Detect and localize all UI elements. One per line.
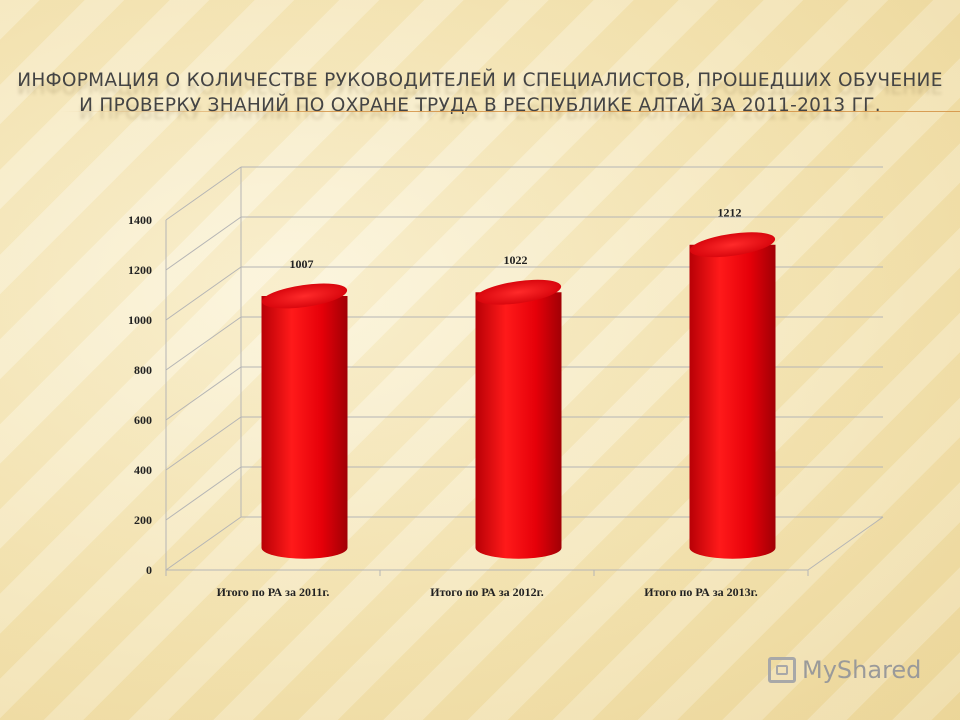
data-label: 1007: [290, 257, 314, 271]
y-tick-label: 1000: [128, 313, 152, 327]
bar-top: [475, 279, 562, 305]
x-tick-label: Итого по РА за 2012г.: [430, 585, 544, 599]
y-tick-label: 1200: [128, 263, 152, 277]
data-label: 1212: [718, 206, 742, 220]
y-tick-label: 800: [134, 363, 152, 377]
watermark-text: MyShared: [802, 656, 922, 684]
bar-body: [689, 244, 776, 559]
slide-title: Информация о количестве руководителей и …: [0, 68, 960, 118]
chart-bars: [261, 232, 776, 559]
watermark: MyShared: [768, 656, 921, 684]
slide-title-line-2: и проверку знаний по охране труда в Респ…: [79, 95, 881, 116]
bar-top: [261, 283, 348, 309]
slide-title-line-1: Информация о количестве руководителей и …: [17, 70, 943, 91]
x-tick-label: Итого по РА за 2011г.: [217, 585, 330, 599]
gridline-diagonal: [165, 516, 242, 571]
gridline-diagonal: [165, 316, 242, 371]
y-tick-label: 600: [134, 413, 152, 427]
title-divider: [60, 111, 960, 112]
y-tick-label: 0: [146, 563, 152, 577]
bar-3: [689, 232, 776, 559]
floor-right-edge: [807, 516, 884, 571]
gridline-diagonal: [165, 416, 242, 471]
y-tick-label: 1400: [128, 213, 152, 227]
chart-labels: 1007 Итого по РА за 2011г. 1022 Итого по РА…: [217, 206, 758, 599]
gridline-diagonal: [165, 266, 242, 321]
presentation-icon: [768, 657, 796, 683]
y-tick-label: 200: [134, 513, 152, 527]
bar-top: [689, 232, 776, 258]
bar-1: [261, 283, 348, 559]
data-label: 1022: [504, 253, 528, 267]
gridline-diagonal: [165, 466, 242, 521]
bar-body: [261, 295, 348, 559]
y-tick-label: 400: [134, 463, 152, 477]
x-tick-label: Итого по РА за 2013г.: [644, 585, 758, 599]
gridline-diagonal: [165, 166, 242, 221]
chart-grid: 0 200 400 600 800 1000 1200 1400: [128, 166, 884, 577]
bar-2: [475, 279, 562, 559]
bar-body: [475, 292, 562, 559]
gridline-diagonal: [165, 216, 242, 271]
gridline-diagonal: [165, 366, 242, 421]
